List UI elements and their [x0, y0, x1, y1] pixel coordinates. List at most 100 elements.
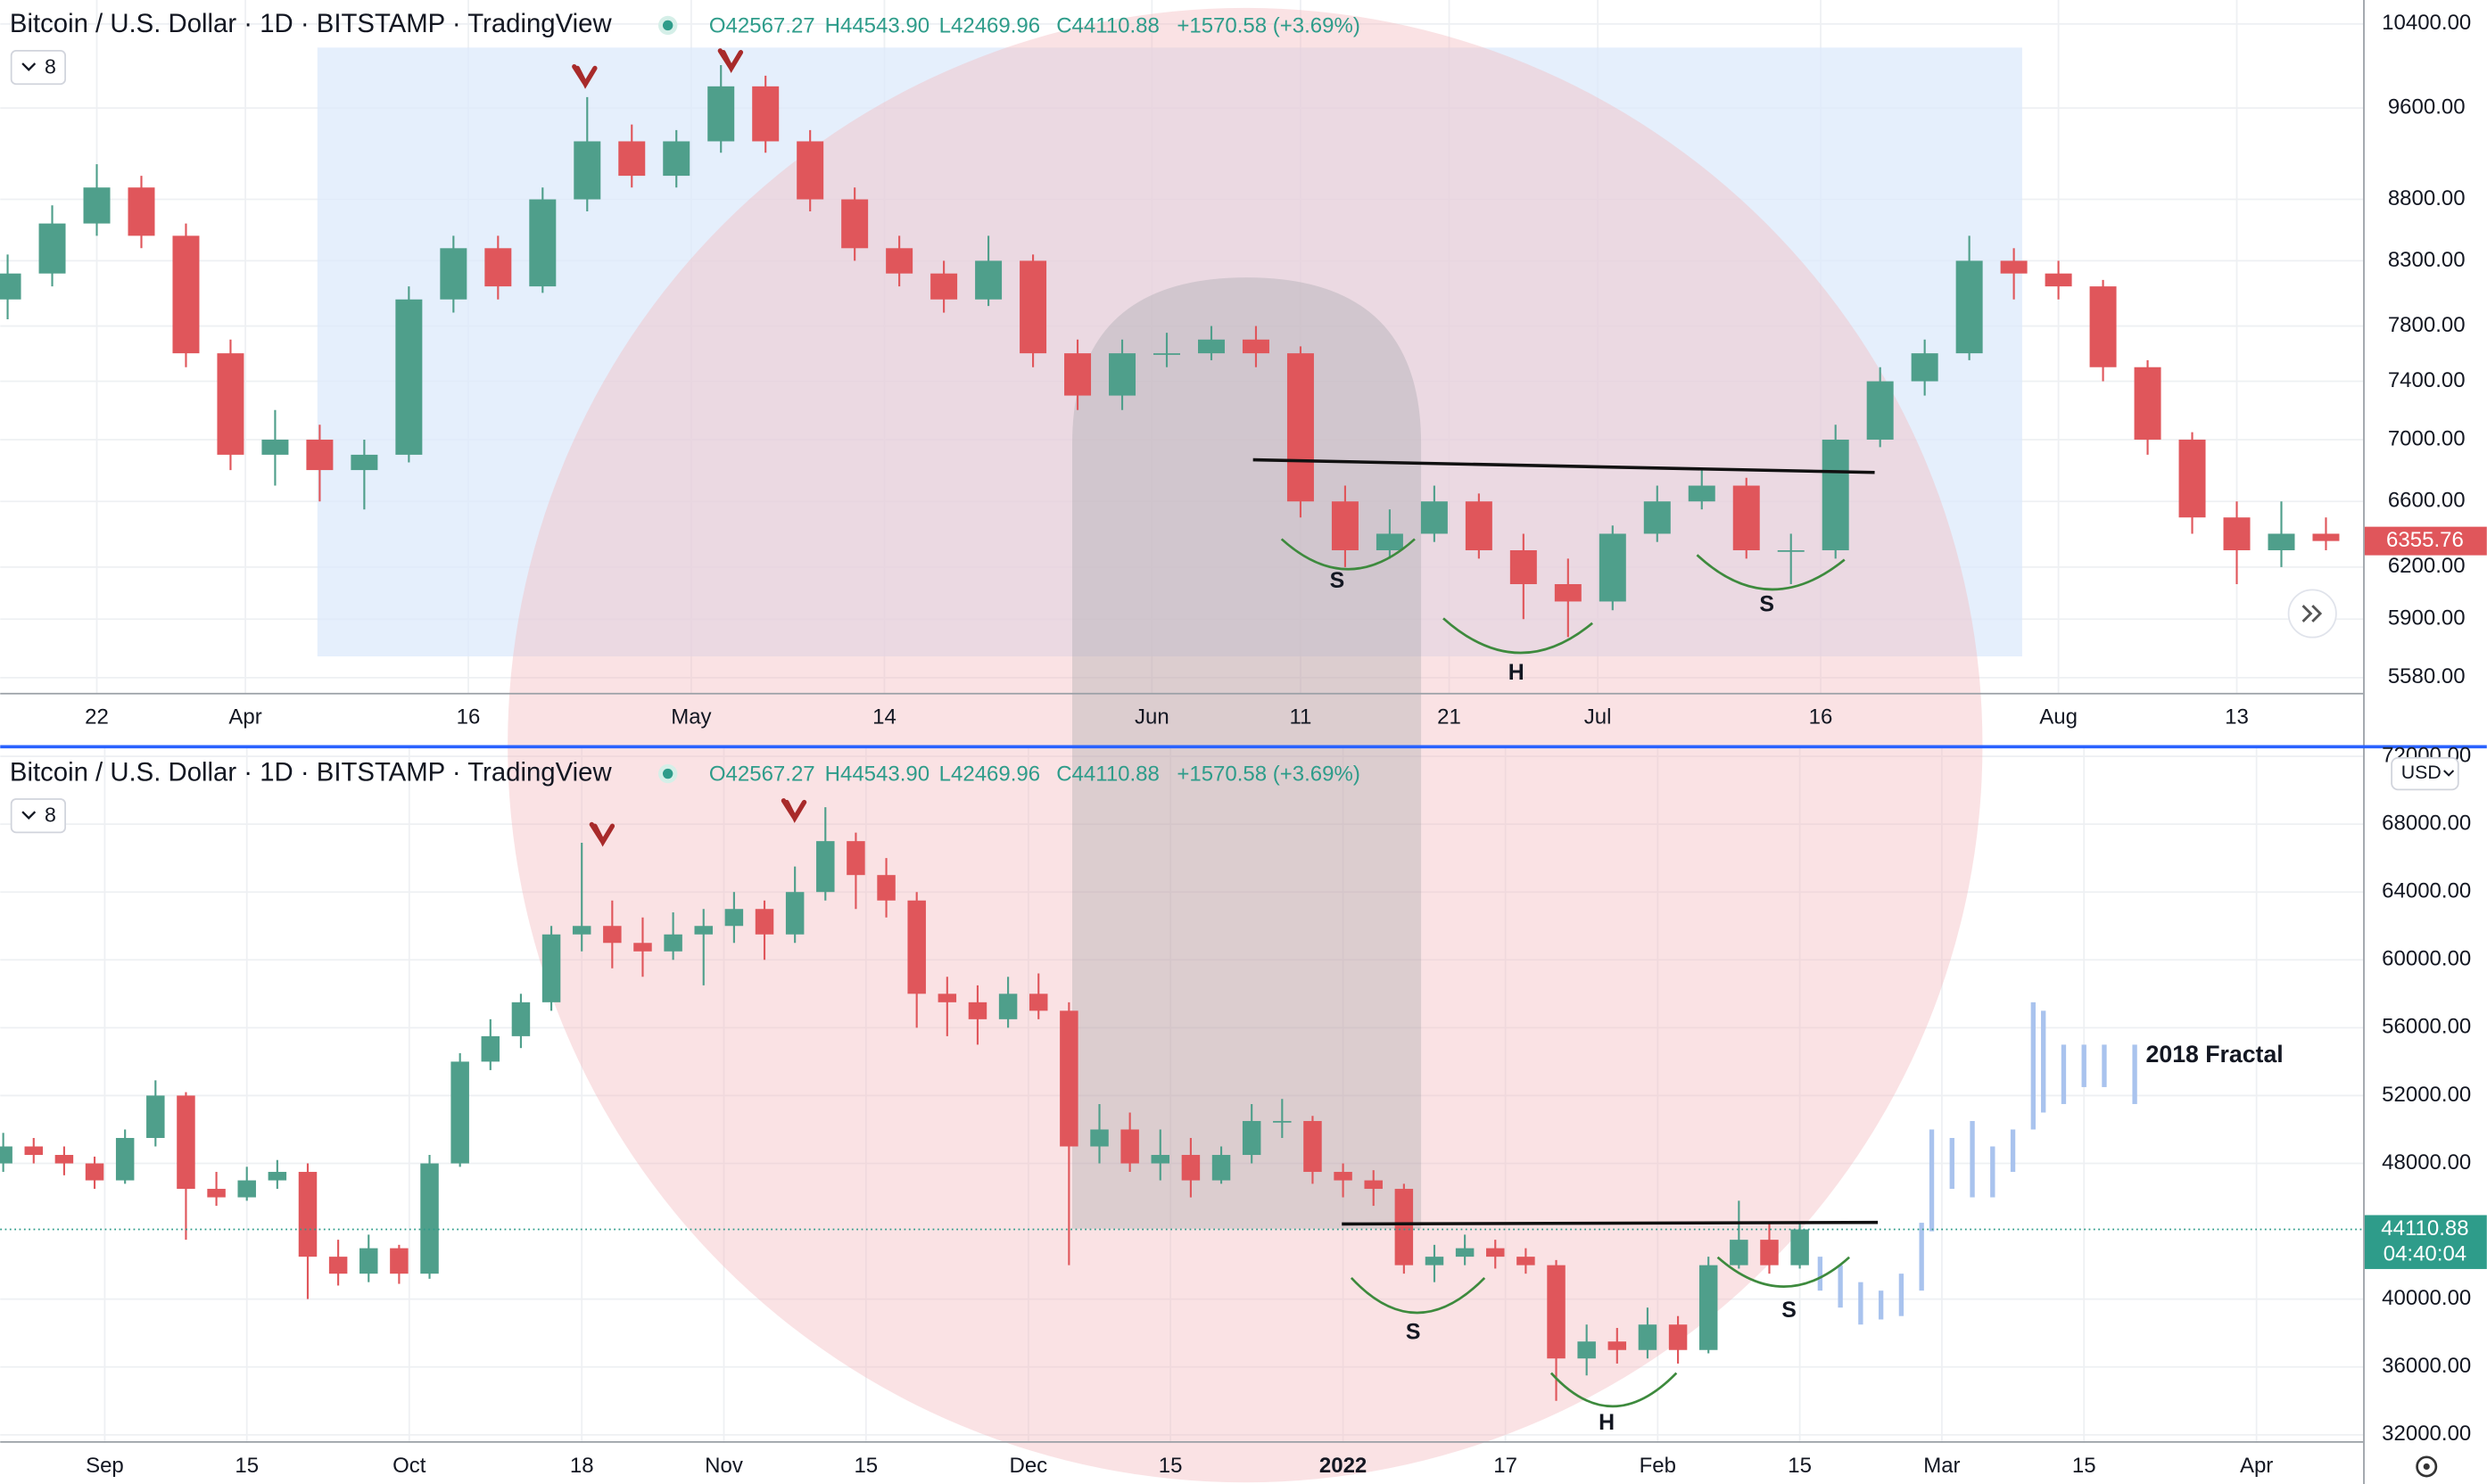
- x-tick-label: 18: [570, 1454, 594, 1478]
- indicator-toggle[interactable]: 8: [10, 798, 66, 834]
- x-tick-label: 15: [2072, 1454, 2096, 1478]
- x-tick-label: Dec: [1010, 1454, 1048, 1478]
- candle-body: [1638, 1324, 1657, 1350]
- candle-body: [1197, 339, 1225, 354]
- scroll-button[interactable]: [2287, 589, 2337, 639]
- candle-body: [907, 900, 926, 994]
- ohlc-legend: H44543.90: [825, 763, 930, 787]
- candle-body: [420, 1163, 439, 1274]
- candle-body: [172, 235, 200, 354]
- pattern-label: H: [1599, 1410, 1615, 1435]
- fractal-bar: [1817, 1257, 1823, 1291]
- shoulder-arc: [1716, 1256, 1851, 1288]
- text-layer: 10400.00 9600.00 8800.00 8300.00 7800.00 7400…: [10, 9, 2487, 1478]
- candle-body: [0, 1146, 12, 1164]
- currency-dropdown[interactable]: USD: [2391, 756, 2459, 791]
- y-tick-label: 8300.00: [2388, 248, 2466, 272]
- neckline: [1342, 1220, 1879, 1226]
- candle-body: [1509, 550, 1537, 584]
- indicator-box: [10, 50, 66, 86]
- scroll-icon: [2301, 605, 2323, 622]
- candle-body: [755, 909, 774, 935]
- fractal-bar: [1919, 1223, 1924, 1291]
- candle-body: [1029, 993, 1048, 1011]
- y-tick-label: 7000.00: [2388, 426, 2466, 450]
- currency-label: USD: [2401, 762, 2442, 783]
- countdown: 04:40:04: [2384, 1241, 2466, 1266]
- x-tick-label: 15: [235, 1454, 259, 1478]
- candle-body: [1334, 1172, 1352, 1181]
- candle-body: [440, 248, 467, 300]
- candle-body: [1364, 1180, 1383, 1190]
- candle-body: [484, 248, 512, 287]
- fractal-bar: [2132, 1044, 2137, 1104]
- indicator-count: 8: [45, 55, 56, 78]
- y-tick-label: 52000.00: [2382, 1083, 2471, 1107]
- ohlc-legend: +1570.58 (+3.69%): [1177, 14, 1360, 38]
- indicator-toggle[interactable]: 8: [10, 50, 66, 86]
- watermark-lock: [1072, 277, 1422, 1229]
- candle-body: [0, 273, 21, 300]
- x-tick-label: Aug: [2039, 705, 2078, 730]
- x-tick-label: 21: [1437, 705, 1461, 730]
- ohlc-legend: O42567.27: [709, 14, 815, 38]
- candle-body: [1242, 1120, 1261, 1156]
- fractal-bar: [1970, 1120, 1975, 1198]
- candle-body: [1607, 1341, 1627, 1350]
- pattern-label: S: [1781, 1298, 1797, 1323]
- fractal-bar: [1858, 1282, 1863, 1325]
- symbol-title: Bitcoin / U.S. Dollar · 1D · BITSTAMP · …: [10, 757, 613, 787]
- candle-body: [261, 439, 289, 455]
- candle-body: [663, 141, 690, 177]
- chevron-icon: [21, 62, 37, 71]
- status-dot-core: [662, 768, 673, 779]
- shoulder-arc: [1350, 1276, 1486, 1315]
- candle-body: [359, 1248, 378, 1274]
- candle-body: [841, 199, 869, 249]
- arrow: [781, 798, 807, 823]
- candle-body: [395, 299, 423, 455]
- candle-body: [1643, 501, 1671, 534]
- y-tick-label: 60000.00: [2382, 947, 2471, 971]
- candle-body: [1732, 485, 1760, 551]
- chevron-icon: [2443, 770, 2455, 777]
- x-tick-label: Nov: [705, 1454, 743, 1478]
- candle-body: [146, 1095, 165, 1138]
- x-tick-label: Apr: [228, 705, 261, 730]
- candle-body: [38, 223, 66, 274]
- settings-button[interactable]: [2416, 1455, 2438, 1478]
- candle-body: [2223, 517, 2251, 551]
- fractal-bar: [2041, 1010, 2046, 1113]
- candle-body: [1554, 583, 1582, 602]
- candle-body: [1090, 1129, 1109, 1147]
- candle-body: [351, 454, 378, 471]
- peak-arrows: [572, 48, 807, 847]
- candle-body: [1911, 353, 1938, 382]
- candle-body: [328, 1257, 348, 1274]
- candle-body: [481, 1035, 500, 1062]
- indicator-box: [10, 798, 66, 834]
- candle-body: [1866, 381, 1894, 440]
- candle-body: [2134, 367, 2161, 440]
- candle-body: [541, 934, 561, 1002]
- y-tick-label: 6600.00: [2388, 489, 2466, 513]
- candle-body: [1425, 1257, 1444, 1266]
- status-dot-core: [662, 20, 673, 31]
- candle-body: [128, 187, 155, 236]
- chevron-icon: [21, 811, 37, 820]
- candle-body: [1486, 1248, 1505, 1257]
- x-tick-label: 22: [85, 705, 109, 730]
- candle-body: [2268, 533, 2295, 551]
- x-tick-label: 16: [457, 705, 481, 730]
- last-price-label: 6355.76: [2386, 528, 2464, 552]
- candle-body: [1955, 260, 1983, 354]
- candle-body: [511, 1002, 531, 1036]
- candle-body: [938, 993, 957, 1002]
- candle-body: [618, 141, 646, 177]
- candle-body: [1020, 260, 1047, 354]
- x-tick-label: Jul: [1584, 705, 1612, 730]
- fractal-bar: [1929, 1129, 1935, 1232]
- candle-body: [1516, 1257, 1535, 1266]
- symbol-title: Bitcoin / U.S. Dollar · 1D · BITSTAMP · …: [10, 9, 613, 38]
- ohlc-legend: C44110.88: [1056, 14, 1160, 38]
